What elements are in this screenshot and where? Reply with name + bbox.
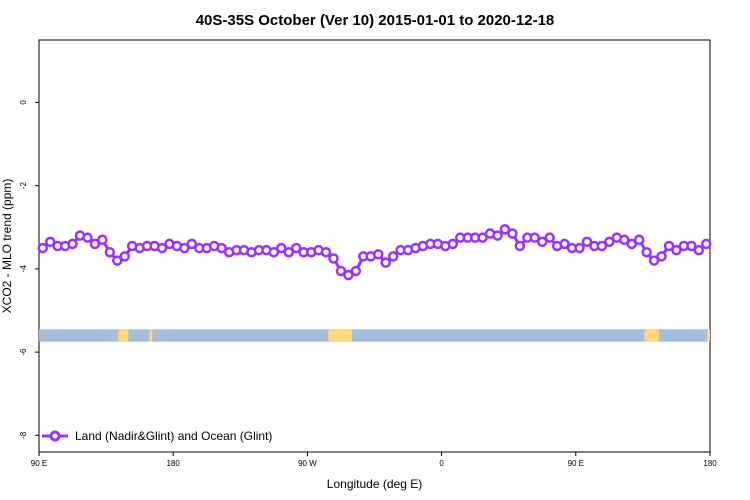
data-point xyxy=(693,244,705,256)
data-point xyxy=(119,251,130,262)
data-point xyxy=(335,265,347,277)
x-tick-label: 0 xyxy=(439,459,444,468)
chart-title: 40S-35S October (Ver 10) 2015-01-01 to 2… xyxy=(196,12,555,29)
data-point xyxy=(276,242,287,254)
data-point xyxy=(179,242,190,254)
data-point xyxy=(67,238,78,250)
data-point xyxy=(574,242,585,254)
data-point xyxy=(290,242,302,254)
data-point xyxy=(37,242,48,254)
land-segment xyxy=(118,329,129,342)
y-tick-label: -4 xyxy=(19,265,28,273)
data-point xyxy=(89,238,101,250)
data-point xyxy=(492,230,503,241)
y-axis-label: XCO2 - MLO trend (ppm) xyxy=(0,179,14,314)
data-point xyxy=(350,265,362,277)
x-axis-label: Longitude (deg E) xyxy=(327,477,422,491)
data-point xyxy=(596,240,608,252)
x-axis: 90 E 180 90 W 0 90 E 180 xyxy=(31,452,717,468)
legend: Land (Nadir&Glint) and Ocean (Glint) xyxy=(42,429,272,443)
y-tick-label: 0 xyxy=(19,100,28,105)
data-point xyxy=(320,246,332,258)
land-segment xyxy=(644,329,660,342)
data-point xyxy=(559,238,570,250)
data-point xyxy=(112,255,123,266)
data-point xyxy=(581,236,593,248)
y-tick-label: -8 xyxy=(19,431,28,439)
data-point xyxy=(619,234,630,246)
data-point xyxy=(343,269,354,281)
data-point xyxy=(372,249,384,260)
data-point xyxy=(686,240,697,252)
legend-marker xyxy=(49,430,61,442)
x-tick-label: 180 xyxy=(703,459,717,468)
data-point xyxy=(633,234,645,246)
land-segment xyxy=(328,329,353,342)
land-segment xyxy=(149,329,153,342)
data-point xyxy=(104,246,116,258)
data-point xyxy=(656,251,667,262)
data-point xyxy=(216,242,227,254)
data-point xyxy=(328,253,339,264)
ocean-band xyxy=(39,329,710,342)
data-point xyxy=(514,240,526,252)
data-point xyxy=(641,246,652,258)
data-point xyxy=(701,238,712,250)
data-point xyxy=(477,232,488,243)
y-tick-label: -6 xyxy=(19,348,28,356)
series-layer xyxy=(37,224,712,281)
data-point xyxy=(604,236,615,248)
data-point xyxy=(82,232,93,243)
data-point xyxy=(499,224,511,235)
data-point xyxy=(671,244,682,256)
data-point xyxy=(529,232,541,243)
data-point xyxy=(544,232,555,243)
data-point xyxy=(268,246,280,258)
data-point xyxy=(626,238,637,250)
legend-label: Land (Nadir&Glint) and Ocean (Glint) xyxy=(75,429,272,443)
data-point xyxy=(186,238,198,250)
data-point xyxy=(380,257,391,268)
data-point xyxy=(97,234,108,246)
y-tick-label: -2 xyxy=(19,182,28,190)
data-point xyxy=(156,242,168,254)
data-point xyxy=(507,228,518,239)
x-tick-label: 180 xyxy=(167,459,181,468)
x-tick-label: 90 E xyxy=(568,459,584,468)
y-axis: 0 -2 -4 -6 -8 xyxy=(19,100,39,439)
data-point xyxy=(387,251,399,262)
x-tick-label: 90 E xyxy=(31,459,47,468)
data-point xyxy=(663,240,675,252)
data-point xyxy=(44,236,56,248)
land-segment xyxy=(707,329,710,342)
data-point xyxy=(537,236,548,248)
data-point xyxy=(648,255,660,266)
land-ocean-strip xyxy=(39,329,710,342)
data-point xyxy=(447,238,459,250)
x-tick-label: 90 W xyxy=(298,459,317,468)
data-point xyxy=(283,246,295,258)
